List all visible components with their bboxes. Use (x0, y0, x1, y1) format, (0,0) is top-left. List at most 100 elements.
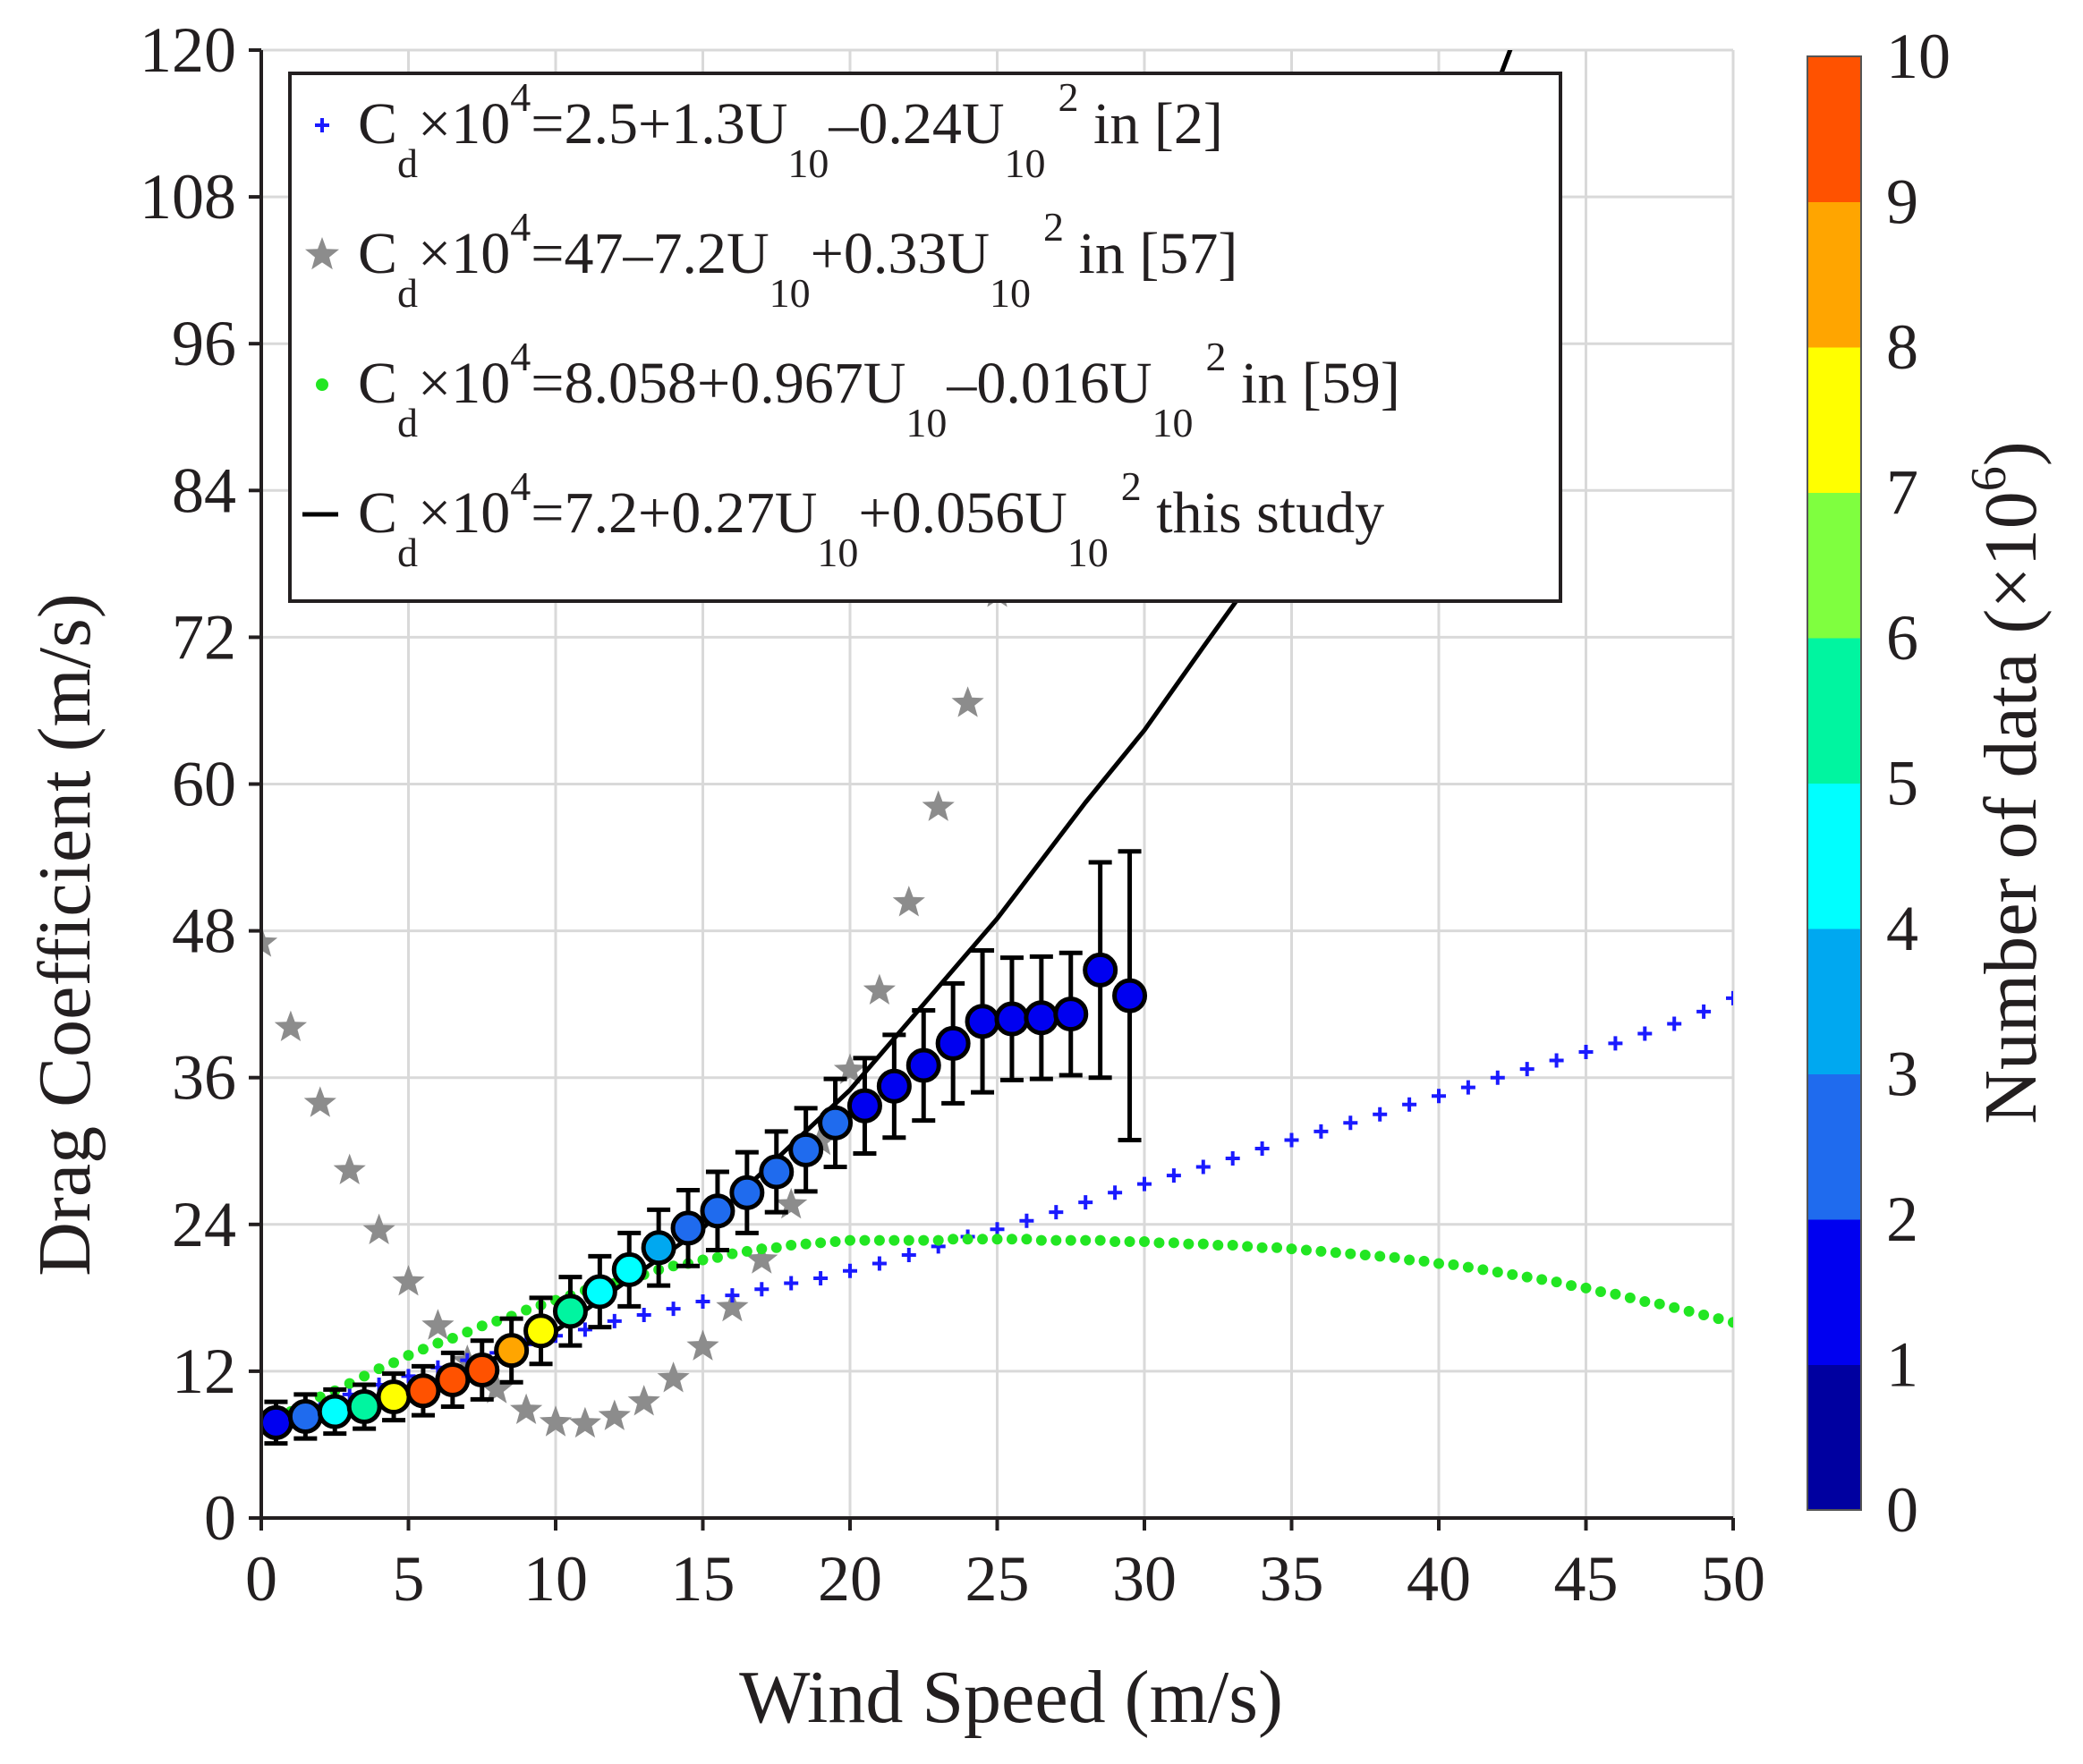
legend-label-part: =8.058+0.967U (531, 351, 905, 416)
blue-plus-point (1373, 1107, 1388, 1122)
legend-label-part: ×10 (418, 91, 510, 157)
green-dot-point (1462, 1261, 1474, 1273)
green-dot-point (1286, 1243, 1297, 1255)
gray-star-point (539, 1405, 573, 1437)
blue-plus-point (577, 1322, 592, 1337)
legend-label-part: 10 (1005, 140, 1046, 186)
observation-point (876, 1068, 912, 1104)
gray-star-point (568, 1406, 601, 1438)
colorbar-segment (1807, 347, 1861, 493)
x-tick-label: 15 (671, 1543, 735, 1615)
blue-plus-point (1019, 1213, 1034, 1228)
gray-star-point (892, 886, 925, 917)
colorbar-tick-label: 3 (1886, 1039, 1918, 1110)
green-dot-point (1713, 1313, 1724, 1325)
green-dot-point (1124, 1235, 1135, 1247)
blue-plus-point (784, 1276, 799, 1291)
colorbar-title: Number of data (×106) (1961, 441, 2053, 1124)
green-dot-point (417, 1344, 429, 1355)
green-dot-point (741, 1245, 752, 1257)
legend-label-part: 4 (510, 204, 531, 250)
colorbar-tick-label: 6 (1886, 602, 1918, 674)
y-tick-label: 0 (204, 1482, 236, 1554)
legend-label-part: C (358, 221, 397, 286)
observation-point (818, 1105, 854, 1141)
green-dot-point (1610, 1288, 1621, 1300)
blue-plus-point (843, 1263, 857, 1278)
colorbar-segment (1807, 783, 1861, 929)
blue-plus-point (1343, 1115, 1358, 1131)
legend-entry-green: Cd×104=8.058+0.967U10–0.016U102 in [59] (316, 334, 1400, 445)
x-tick-label: 50 (1701, 1543, 1765, 1615)
blue-plus-point (871, 1256, 887, 1271)
legend-entry-black: Cd×104=7.2+0.27U10+0.056U102 this study (302, 463, 1384, 575)
blue-plus-point (1519, 1062, 1535, 1077)
green-dot-point (770, 1242, 782, 1253)
green-dot-point (1197, 1238, 1209, 1250)
colorbar-title-end: ) (1969, 441, 2053, 466)
green-dot-point (491, 1315, 503, 1327)
legend-label: Cd×104=7.2+0.27U10+0.056U102 this study (358, 463, 1384, 575)
blue-plus-point (1402, 1097, 1417, 1112)
colorbar-segment (1807, 201, 1861, 348)
green-dot-point (1271, 1242, 1283, 1253)
observation-point (317, 1394, 353, 1429)
legend-label-part: 10 (905, 400, 947, 445)
green-dot-point (1624, 1292, 1636, 1303)
green-dot-point (977, 1234, 989, 1245)
green-dot-point (829, 1235, 841, 1247)
green-dot-point (1080, 1234, 1092, 1246)
observation-point (523, 1313, 559, 1349)
green-dot-point (727, 1248, 738, 1259)
observation-point (552, 1293, 588, 1329)
gray-star-point (362, 1213, 395, 1244)
colorbar-tick-label: 2 (1886, 1183, 1918, 1255)
green-dot-point (1330, 1247, 1341, 1259)
green-dot-point (991, 1234, 1003, 1245)
blue-plus-point (1137, 1176, 1152, 1192)
green-dot-point (1139, 1235, 1150, 1247)
green-dot-point (462, 1327, 473, 1338)
green-dot-point (1227, 1240, 1238, 1251)
colorbar-tick-label: 7 (1886, 457, 1918, 529)
legend-label: Cd×104=47–7.2U10+0.33U102 in [57] (358, 204, 1237, 316)
y-tick-label: 108 (140, 161, 236, 233)
green-dot-point (711, 1251, 723, 1263)
legend-label-part: +0.056U (858, 480, 1067, 546)
legend-label-part: 2 (1043, 204, 1064, 250)
legend-entry-blue: Cd×104=2.5+1.3U10–0.24U102 in [2] (315, 74, 1223, 186)
green-dot-point (1433, 1258, 1444, 1269)
observation-point (376, 1379, 412, 1415)
observation-point (1024, 1000, 1059, 1036)
green-dot-point (1418, 1255, 1430, 1267)
legend-label-part: d (397, 400, 418, 445)
legend-star-marker (305, 237, 339, 270)
green-dot-point (918, 1234, 930, 1246)
observation-point (346, 1389, 382, 1425)
gray-star-point (922, 790, 955, 821)
blue-plus-point (1667, 1016, 1682, 1031)
blue-plus-point (1490, 1070, 1505, 1085)
observation-point (1083, 952, 1118, 988)
green-dot-point (845, 1234, 855, 1246)
green-dot-point (1359, 1249, 1371, 1260)
legend-label-part: 4 (510, 74, 531, 120)
green-dot-point (932, 1234, 944, 1246)
green-dot-point (1698, 1309, 1710, 1320)
green-dot-point (903, 1234, 914, 1246)
gray-star-point (627, 1385, 660, 1416)
green-dot-point (1006, 1234, 1017, 1245)
blue-plus-point (1314, 1124, 1329, 1139)
observation-point (700, 1193, 735, 1229)
colorbar-frame (1807, 55, 1862, 1511)
blue-plus-point (754, 1282, 769, 1297)
gray-star-point (951, 686, 984, 717)
observation-point (435, 1361, 471, 1397)
legend-label-part: C (358, 480, 397, 546)
green-dot-point (1183, 1238, 1195, 1250)
green-dot-point (1566, 1280, 1577, 1292)
green-dot-point (1256, 1242, 1268, 1253)
x-tick-label: 45 (1554, 1543, 1619, 1615)
blue-plus-point (1549, 1053, 1564, 1068)
